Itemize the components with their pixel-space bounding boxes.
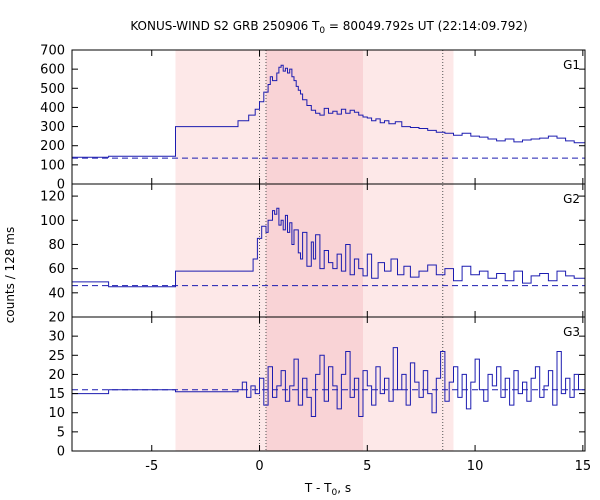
y-tick-label-g2: 80 (48, 238, 65, 253)
x-tick-label: 0 (255, 459, 263, 474)
panel-g1 (72, 64, 586, 159)
g1-count-rate-line (72, 64, 586, 158)
panel-label-g1: G1 (563, 58, 580, 72)
y-tick-label-g3: 15 (48, 387, 65, 402)
xlabel-suffix: , s (337, 481, 351, 495)
y-tick-label-g3: 10 (48, 406, 65, 421)
panel-frame-g3 (71, 316, 586, 452)
y-axis-label: counts / 128 ms (3, 227, 17, 323)
g2-count-rate-line (72, 207, 586, 288)
xlabel-subscript: 0 (332, 488, 338, 498)
y-tick-label-g3: 20 (48, 368, 65, 383)
title-suffix: = 80049.792s UT (22:14:09.792) (325, 19, 528, 33)
y-tick-label-g2: 20 (48, 311, 65, 326)
y-tick-label-g1: 400 (40, 101, 65, 116)
title-prefix: KONUS-WIND S2 GRB 250906 T (130, 19, 320, 33)
panel-label-g2: G2 (563, 192, 580, 206)
x-axis-label: T - T0, s (304, 481, 351, 498)
y-tick-label-g2: 60 (48, 262, 65, 277)
panel-g2 (72, 207, 586, 288)
y-tick-label-g1: 500 (40, 82, 65, 97)
y-tick-label-g3: 30 (48, 330, 65, 345)
vertical-markers (259, 50, 444, 451)
y-tick-label-g1: 0 (57, 178, 65, 193)
title-subscript: 0 (319, 26, 325, 36)
x-tick-label: 15 (575, 459, 592, 474)
x-tick-label: -5 (145, 459, 158, 474)
y-tick-label-g1: 700 (40, 44, 65, 59)
x-tick-label: 5 (363, 459, 371, 474)
y-tick-label-g3: 0 (57, 445, 65, 460)
x-tick-label: 10 (467, 459, 484, 474)
y-tick-label-g3: 5 (57, 425, 65, 440)
y-tick-label-g1: 200 (40, 139, 65, 154)
y-tick-label-g2: 100 (40, 214, 65, 229)
g3-count-rate-line (72, 347, 586, 417)
xlabel-prefix: T - T (304, 481, 332, 495)
chart-title: KONUS-WIND S2 GRB 250906 T0 = 80049.792s… (130, 19, 527, 36)
y-tick-label-g3: 25 (48, 349, 65, 364)
panel-g3 (72, 347, 586, 417)
y-tick-label-g2: 120 (40, 190, 65, 205)
y-tick-label-g1: 600 (40, 63, 65, 78)
light-curve-series (72, 64, 586, 417)
panel-label-g3: G3 (563, 325, 580, 339)
shaded-region-2 (265, 50, 363, 451)
y-tick-label-g1: 300 (40, 120, 65, 135)
y-tick-label-g2: 40 (48, 286, 65, 301)
y-tick-label-g1: 100 (40, 158, 65, 173)
shaded-bands (175, 50, 454, 451)
